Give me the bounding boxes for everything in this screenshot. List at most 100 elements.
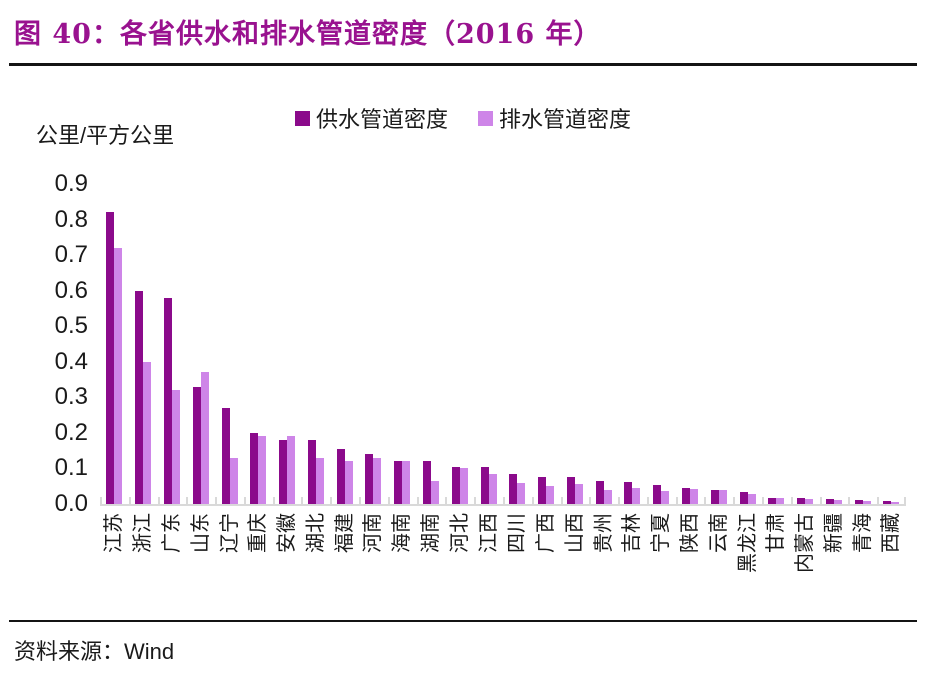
legend-item-supply: 供水管道密度: [294, 102, 448, 134]
bar-group: 山西: [560, 184, 590, 553]
bar-group: 湖北: [301, 184, 330, 553]
drain-bar: [690, 489, 699, 504]
x-axis-label: 河南: [362, 513, 385, 553]
x-axis-label: 辽宁: [218, 513, 241, 553]
supply-bar: [538, 477, 547, 504]
supply-bar: [682, 488, 691, 504]
drain-bar: [430, 481, 439, 504]
x-axis-label: 贵州: [592, 513, 615, 553]
supply-bar: [106, 212, 115, 504]
x-axis-label: 广东: [160, 513, 183, 553]
drain-bar: [891, 502, 900, 504]
supply-bar: [221, 408, 230, 504]
bar-group: 云南: [704, 184, 733, 553]
drain-bar: [488, 474, 497, 504]
x-axis-label: 云南: [707, 513, 730, 553]
bar-group: 安徽: [272, 184, 302, 553]
x-axis-label: 吉林: [621, 513, 644, 553]
supply-bar: [422, 461, 431, 504]
supply-bar: [192, 387, 201, 504]
x-axis-label: 山西: [563, 513, 586, 553]
x-axis-label: 新疆: [822, 513, 845, 553]
bar-group: 福建: [330, 184, 359, 553]
drain-bar: [833, 500, 842, 504]
supply-bar: [768, 498, 777, 504]
supply-bar: [797, 498, 806, 504]
x-axis-label: 河北: [448, 513, 471, 553]
drain-bar: [315, 458, 324, 504]
drain-bar: [862, 501, 871, 504]
x-axis-label: 宁夏: [650, 513, 673, 553]
bar-group: 四川: [502, 184, 532, 553]
drain-bar: [546, 486, 555, 504]
supply-bar: [825, 499, 834, 504]
legend-swatch-drain: [478, 110, 493, 126]
y-tick-label: 0.1: [54, 454, 88, 482]
source-value: Wind: [124, 639, 175, 664]
bar-group: 广西: [531, 184, 561, 553]
bar-group: 江苏: [100, 184, 129, 553]
supply-bar: [336, 449, 345, 504]
supply-bar: [883, 501, 892, 504]
supply-bar: [394, 461, 403, 504]
x-axis-label: 陕西: [679, 513, 702, 553]
legend-item-drain: 排水管道密度: [478, 102, 631, 134]
y-tick-label: 0.9: [54, 170, 88, 197]
bar-group: 甘肃: [761, 184, 791, 553]
bar-group: 新疆: [819, 184, 849, 553]
bar-group: 重庆: [243, 184, 273, 553]
drain-bar: [143, 362, 152, 504]
drain-bar: [258, 436, 267, 504]
source-divider: [9, 620, 917, 622]
bar-group: 广东: [157, 184, 187, 553]
drain-bar: [776, 498, 785, 504]
drain-bar: [114, 248, 123, 504]
x-axis-label: 福建: [333, 513, 356, 553]
bar-group: 海南: [387, 184, 417, 553]
supply-bar: [739, 492, 748, 504]
supply-bar: [365, 454, 374, 504]
y-axis-unit-label: 公里/平方公里: [36, 123, 175, 148]
y-tick-label: 0.3: [54, 383, 88, 411]
drain-bar: [632, 488, 641, 504]
bar-group: 内蒙古: [790, 184, 820, 573]
supply-bar: [163, 298, 172, 504]
drain-bar: [373, 458, 382, 504]
bar-group: 西藏: [877, 184, 906, 553]
source-label: 资料来源：: [14, 640, 125, 665]
supply-bar: [480, 467, 489, 504]
source-text: 资料来源：Wind: [14, 634, 174, 666]
figure-title: 图 40：各省供水和排水管道密度（2016 年）: [14, 19, 602, 50]
drain-bar: [517, 483, 526, 504]
supply-bar: [854, 500, 863, 504]
y-tick-label: 0.6: [54, 276, 88, 304]
bar-group: 辽宁: [215, 184, 244, 553]
x-axis-label: 浙江: [132, 513, 155, 553]
y-tick-label: 0.7: [54, 241, 88, 269]
drain-bar: [229, 458, 238, 504]
bar-group: 贵州: [589, 184, 618, 553]
drain-bar: [171, 390, 180, 504]
x-axis-label: 山东: [189, 513, 212, 553]
supply-bar: [595, 481, 604, 504]
drain-bar: [805, 499, 814, 504]
drain-bar: [287, 436, 296, 504]
bar-group: 青海: [848, 184, 877, 553]
supply-bar: [135, 291, 144, 504]
bar-group: 黑龙江: [733, 184, 762, 573]
x-axis-label: 四川: [506, 513, 529, 553]
y-tick-label: 0.4: [54, 347, 88, 375]
x-axis-label: 内蒙古: [794, 513, 817, 573]
bar-group: 河北: [445, 184, 474, 553]
drain-bar: [718, 490, 727, 504]
legend-label-supply: 供水管道密度: [315, 107, 448, 132]
x-axis-label: 甘肃: [765, 513, 788, 553]
drain-bar: [459, 468, 468, 504]
supply-bar: [451, 467, 460, 504]
bar-group: 陕西: [675, 184, 705, 553]
drain-bar: [574, 484, 583, 504]
x-axis-label: 湖北: [304, 513, 327, 553]
plot-area: 江苏 浙江 广东 山东 辽宁 重庆 安徽 湖北 福建 河南 海南 湖南 河北 江西 四川 广西 山西 贵州 吉林 宁夏…: [100, 184, 906, 573]
x-axis-label: 广西: [535, 513, 558, 553]
